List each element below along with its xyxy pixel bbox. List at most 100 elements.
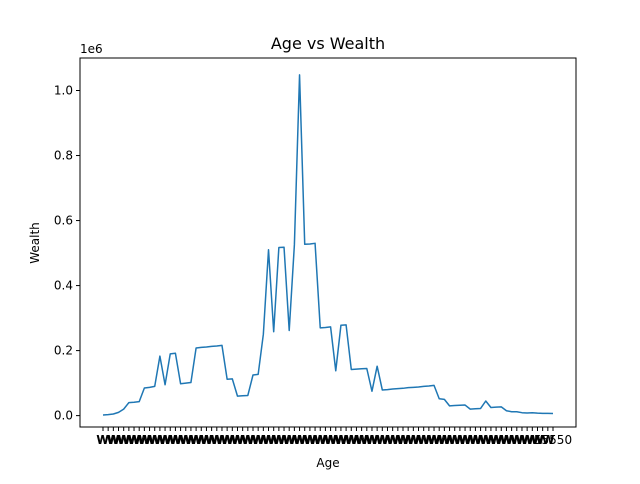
x-tick-label: WW: [158, 433, 182, 447]
x-tick-label: WW: [417, 433, 441, 447]
x-tick-label: WW: [262, 433, 286, 447]
x-tick-label: W: [325, 433, 337, 447]
y-tick-label: 0.4: [54, 279, 73, 293]
x-tick-label: WW: [179, 433, 203, 447]
x-tick-label: W: [242, 433, 254, 447]
y-tick-label: 0.6: [54, 214, 73, 228]
x-tick-label: W: [407, 433, 419, 447]
x-tick-label: W: [366, 433, 378, 447]
x-tick-label: W: [294, 433, 306, 447]
x-tick-label: W: [304, 433, 316, 447]
x-tick-label: W: [532, 433, 544, 447]
x-tick-label: WW: [127, 433, 151, 447]
x-tick-label: W: [118, 433, 130, 447]
y-tick-label: 0.0: [54, 409, 73, 423]
x-tick-label: WW: [117, 433, 141, 447]
x-axis-label: Age: [316, 456, 339, 470]
x-tick-label: W: [169, 433, 181, 447]
y-tick-label: 0.8: [54, 149, 73, 163]
x-tick-label: W: [376, 433, 388, 447]
x-tick-label: W: [480, 433, 492, 447]
x-tick-label: W: [449, 433, 461, 447]
x-tick-label: W: [159, 433, 171, 447]
x-tick-label: W: [138, 433, 150, 447]
x-tick-label: W: [221, 433, 233, 447]
x-tick-label: WW: [458, 433, 482, 447]
x-tick-label: WW: [334, 433, 358, 447]
plot-area: 0.00.20.40.60.81.0WWWWWWWWWWWWWWWWWWWWWW…: [54, 74, 572, 447]
x-tick-label: WW: [314, 433, 338, 447]
x-tick-label: WW: [531, 433, 555, 447]
x-tick-label: WW: [469, 433, 493, 447]
x-tick-label: W: [428, 433, 440, 447]
x-tick-label: WW: [272, 433, 296, 447]
x-tick-label: W: [201, 433, 213, 447]
x-tick-label: W: [180, 433, 192, 447]
x-tick-label: W: [211, 433, 223, 447]
x-tick-label: WW: [231, 433, 255, 447]
x-tick-label: W: [501, 433, 513, 447]
x-tick-label: WW: [210, 433, 234, 447]
x-tick-label: WW: [489, 433, 513, 447]
x-tick-label: WW: [479, 433, 503, 447]
x-tick-label: WW: [107, 433, 131, 447]
x-tick-label: W: [128, 433, 140, 447]
x-tick-label: WW: [365, 433, 389, 447]
x-tick-label: WW: [438, 433, 462, 447]
x-tick-label: WW: [324, 433, 348, 447]
x-tick-label: WW: [241, 433, 265, 447]
x-tick-label: W: [97, 433, 109, 447]
x-tick-label: WW: [355, 433, 379, 447]
x-tick-label: W: [314, 433, 326, 447]
x-tick-label-last: 55550: [534, 433, 572, 447]
x-tick-label: WW: [345, 433, 369, 447]
y-tick-label: 0.2: [54, 344, 73, 358]
x-tick-label: WW: [427, 433, 451, 447]
x-tick-label: W: [232, 433, 244, 447]
x-tick-label: W: [252, 433, 264, 447]
y-tick-label: 1.0: [54, 84, 73, 98]
x-tick-label: W: [438, 433, 450, 447]
x-tick-label: W: [283, 433, 295, 447]
x-tick-label: W: [345, 433, 357, 447]
x-tick-label: WW: [376, 433, 400, 447]
x-tick-label: WW: [386, 433, 410, 447]
x-tick-label: W: [149, 433, 161, 447]
y-offset-label: 1e6: [80, 42, 103, 56]
x-tick-label: WW: [396, 433, 420, 447]
x-tick-label: W: [356, 433, 368, 447]
x-tick-label: W: [459, 433, 471, 447]
series-line: [102, 74, 554, 416]
x-tick-label: WW: [510, 433, 534, 447]
x-tick-label: W: [542, 433, 554, 447]
y-axis-label: Wealth: [28, 222, 42, 264]
x-tick-label: WW: [407, 433, 431, 447]
x-tick-label: W: [107, 433, 119, 447]
x-tick-label: WW: [448, 433, 472, 447]
x-tick-label: WW: [96, 433, 120, 447]
x-tick-label: WW: [283, 433, 307, 447]
x-tick-label: W: [190, 433, 202, 447]
x-tick-label: W: [469, 433, 481, 447]
x-tick-label: WW: [293, 433, 317, 447]
x-tick-label: WW: [220, 433, 244, 447]
x-tick-label: WW: [138, 433, 162, 447]
x-tick-label: W: [511, 433, 523, 447]
x-tick-label: W: [387, 433, 399, 447]
x-tick-label: WW: [500, 433, 524, 447]
axes-frame: [79, 57, 577, 428]
x-tick-label: W: [397, 433, 409, 447]
x-tick-label: W: [263, 433, 275, 447]
x-tick-label: W: [418, 433, 430, 447]
x-tick-label: WW: [303, 433, 327, 447]
x-tick-label: W: [273, 433, 285, 447]
x-tick-label: WW: [200, 433, 224, 447]
x-tick-label: WW: [169, 433, 193, 447]
x-tick-label: WW: [251, 433, 275, 447]
x-tick-label: WW: [520, 433, 544, 447]
x-tick-label: W: [335, 433, 347, 447]
chart-title: Age vs Wealth: [271, 34, 385, 53]
